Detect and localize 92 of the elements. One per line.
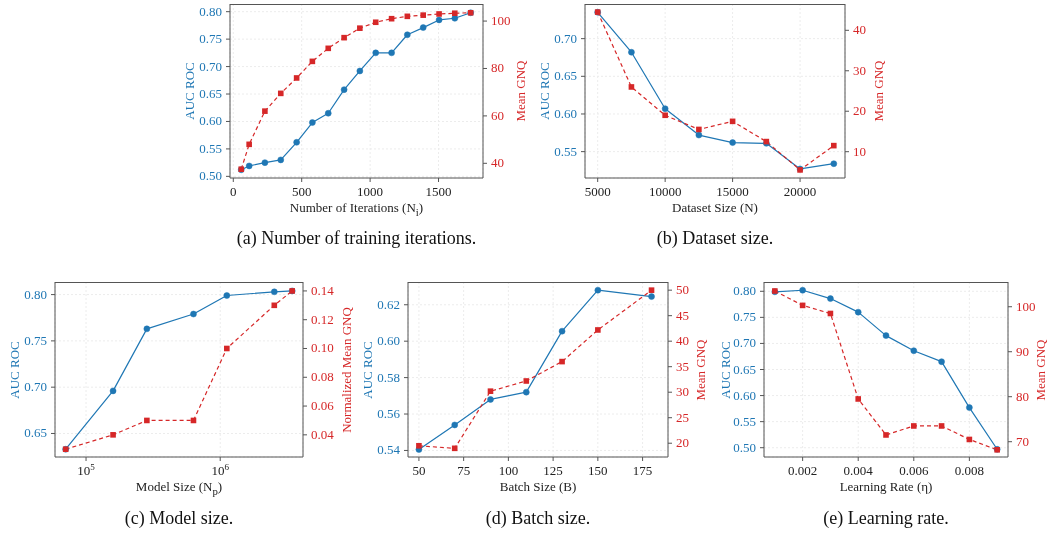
- text: (c) Model size.: [123, 508, 235, 529]
- y-axis-title: AUC ROC: [7, 340, 23, 399]
- x-tick-label: 175: [632, 463, 653, 478]
- y-tick-label: 0.80: [199, 3, 222, 19]
- y2-tick-label: 30: [676, 384, 689, 400]
- y2-tick-label: 0.10: [311, 340, 334, 356]
- y2-axis-title: Mean GNQ: [871, 60, 887, 122]
- y2-axis-title: Mean GNQ: [513, 60, 529, 122]
- y2-tick-label: 60: [491, 107, 504, 123]
- y-axis-title: AUC ROC: [360, 340, 376, 399]
- x-axis-title: Learning Rate (η): [838, 479, 934, 495]
- y-tick-label: 0.65: [733, 361, 756, 377]
- x-tick-label: 125: [543, 463, 563, 478]
- y-tick-label: 0.55: [554, 143, 577, 159]
- x-axis-title: Number of Iterations (N$_{i}$): [288, 200, 425, 218]
- y-tick-label: 0.70: [554, 30, 577, 46]
- y-tick-label: 0.80: [24, 286, 47, 302]
- y-tick-label: 0.70: [733, 335, 756, 351]
- x-tick-label: 0.004: [843, 463, 874, 478]
- y-tick-label: 0.60: [554, 105, 577, 121]
- y2-tick-label: 0.04: [311, 426, 335, 442]
- x-tick-label: 10$^{6}$: [211, 462, 230, 478]
- y2-tick-label: 100: [1016, 298, 1036, 314]
- y-tick-label: 0.50: [199, 168, 222, 184]
- y2-tick-label: 40: [676, 333, 689, 349]
- x-tick-label: 0.006: [899, 463, 929, 478]
- y2-tick-label: 50: [676, 282, 689, 298]
- y-tick-label: 0.60: [199, 113, 222, 129]
- y-tick-label: 0.70: [24, 379, 47, 395]
- y-axis-title: AUC ROC: [182, 62, 198, 120]
- y-tick-label: 0.65: [554, 68, 577, 84]
- x-tick-label: 0.002: [788, 463, 818, 478]
- x-axis-title: Batch Size (B): [498, 479, 578, 495]
- x-tick-label: 500: [291, 184, 312, 199]
- y2-tick-label: 20: [676, 435, 689, 451]
- y2-tick-label: 90: [1016, 343, 1029, 359]
- x-tick-label: 10$^{5}$: [77, 462, 96, 478]
- y2-tick-label: 0.08: [311, 369, 334, 385]
- x-tick-label: 50: [412, 463, 426, 478]
- y2-axis-title: Mean GNQ: [693, 338, 709, 401]
- y-tick-label: 0.70: [199, 58, 222, 74]
- y-tick-label: 0.75: [199, 31, 222, 47]
- y2-tick-label: 40: [853, 22, 866, 38]
- y-axis-title: AUC ROC: [537, 62, 553, 120]
- y2-tick-label: 70: [1016, 433, 1029, 449]
- x-tick-label: 0: [230, 184, 237, 199]
- x-tick-label: 10000: [648, 184, 682, 199]
- y-tick-label: 0.75: [24, 332, 47, 348]
- x-tick-label: 75: [457, 463, 471, 478]
- text: (a) Number of training iterations.: [235, 228, 478, 249]
- y-tick-label: 0.60: [377, 333, 400, 349]
- y2-tick-label: 0.12: [311, 311, 334, 327]
- x-tick-label: 20000: [783, 184, 817, 199]
- y2-tick-label: 30: [853, 62, 866, 78]
- y-tick-label: 0.62: [377, 296, 400, 312]
- x-tick-label: 150: [588, 463, 608, 478]
- y-tick-label: 0.56: [377, 406, 401, 422]
- x-tick-label: 1000: [357, 184, 384, 199]
- y-tick-label: 0.55: [199, 140, 222, 156]
- y-tick-label: 0.80: [733, 283, 756, 299]
- x-tick-label: 100: [498, 463, 519, 478]
- text: (b) Dataset size.: [655, 228, 775, 249]
- x-axis-title: Model Size (N$_{p}$): [134, 479, 224, 497]
- y2-tick-label: 25: [676, 409, 689, 425]
- y2-tick-label: 0.14: [311, 282, 335, 298]
- x-tick-label: 0.008: [954, 463, 984, 478]
- text: (d) Batch size.: [484, 508, 592, 529]
- y2-axis-title: Mean GNQ: [1033, 338, 1049, 401]
- y-tick-label: 0.60: [733, 387, 756, 403]
- y2-tick-label: 45: [676, 307, 689, 323]
- y-tick-label: 0.65: [199, 86, 222, 102]
- y2-tick-label: 40: [491, 155, 504, 171]
- y-tick-label: 0.55: [733, 413, 756, 429]
- y2-tick-label: 80: [491, 60, 504, 76]
- x-axis-title: Dataset Size (N): [671, 200, 759, 216]
- y-tick-label: 0.50: [733, 439, 756, 455]
- y-tick-label: 0.58: [377, 369, 400, 385]
- y-tick-label: 0.54: [377, 442, 401, 458]
- y-axis-title: AUC ROC: [718, 340, 733, 399]
- y2-tick-label: 20: [853, 103, 866, 119]
- y-tick-label: 0.65: [24, 425, 47, 441]
- y2-tick-label: 80: [1016, 388, 1029, 404]
- y-tick-label: 0.75: [733, 309, 756, 325]
- text: (e) Learning rate.: [822, 508, 950, 529]
- y2-tick-label: 0.06: [311, 398, 335, 414]
- y2-tick-label: 35: [676, 358, 689, 374]
- x-tick-label: 1500: [425, 184, 452, 199]
- y2-axis-title: Normalized Mean GNQ: [339, 306, 355, 433]
- x-tick-label: 5000: [584, 184, 611, 199]
- y2-tick-label: 100: [491, 13, 511, 29]
- y2-tick-label: 10: [853, 143, 866, 159]
- x-tick-label: 15000: [716, 184, 749, 199]
